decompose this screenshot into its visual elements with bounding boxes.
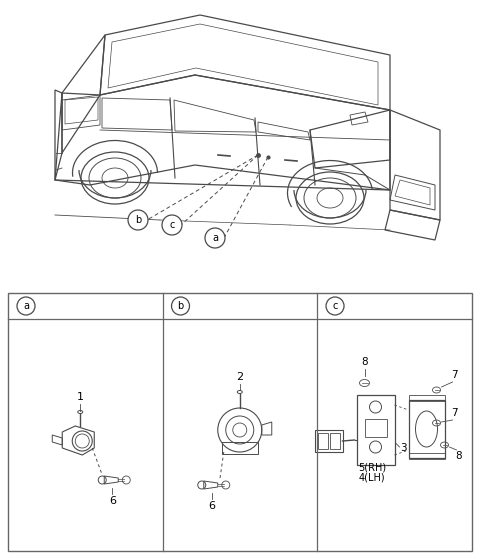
Bar — [329, 433, 339, 449]
Bar — [357, 395, 395, 465]
Text: 1: 1 — [77, 392, 84, 402]
Circle shape — [326, 297, 344, 315]
Text: 4(LH): 4(LH) — [359, 473, 385, 483]
Text: a: a — [212, 233, 218, 243]
Bar — [408, 453, 444, 459]
Text: 8: 8 — [455, 451, 462, 461]
Text: b: b — [178, 301, 184, 311]
Circle shape — [171, 297, 190, 315]
Circle shape — [17, 297, 35, 315]
Bar — [408, 395, 444, 401]
Bar — [8, 293, 472, 551]
Text: 8: 8 — [361, 357, 368, 367]
Text: 7: 7 — [451, 408, 458, 418]
Text: c: c — [332, 301, 338, 311]
Text: 6: 6 — [109, 496, 116, 506]
Text: 6: 6 — [208, 501, 215, 511]
Circle shape — [162, 215, 182, 235]
Bar — [317, 433, 327, 449]
Text: b: b — [135, 215, 141, 225]
Text: c: c — [169, 220, 175, 230]
Circle shape — [205, 228, 225, 248]
Text: 5(RH): 5(RH) — [359, 463, 386, 473]
Bar — [314, 430, 343, 452]
Bar — [408, 400, 444, 458]
Text: a: a — [23, 301, 29, 311]
Circle shape — [128, 210, 148, 230]
Text: 2: 2 — [236, 372, 243, 382]
Text: 3: 3 — [400, 443, 407, 453]
Text: 7: 7 — [451, 370, 458, 380]
Bar — [364, 419, 386, 437]
